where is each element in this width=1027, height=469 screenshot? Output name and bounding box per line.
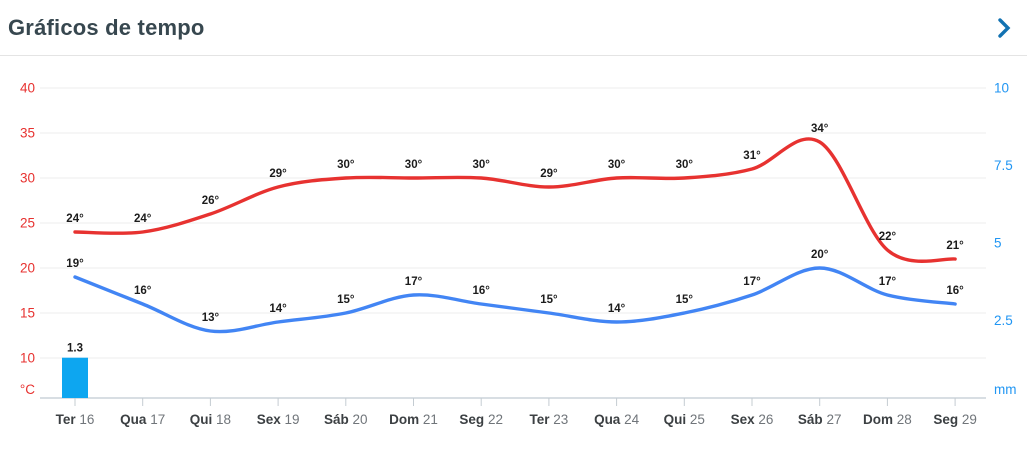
point-value-label: 26° xyxy=(202,195,220,207)
point-value-label: 15° xyxy=(337,294,355,306)
temp-axis-tick-label: 20 xyxy=(20,261,35,276)
point-value-label: 34° xyxy=(811,123,829,135)
day-label: Qua 24 xyxy=(594,412,640,427)
temp-axis-tick-label: 25 xyxy=(20,216,35,231)
precip-axis-unit: mm xyxy=(994,382,1017,397)
point-value-label: 15° xyxy=(540,294,558,306)
day-label: Dom 28 xyxy=(863,412,912,427)
day-label: Sex 19 xyxy=(257,412,300,427)
widget-header: Gráficos de tempo xyxy=(0,0,1027,56)
precip-axis-tick-label: 7.5 xyxy=(994,158,1013,173)
day-label: Ter 23 xyxy=(530,412,569,427)
point-value-label: 31° xyxy=(743,150,761,162)
point-value-label: 29° xyxy=(269,168,287,180)
day-label: Seg 22 xyxy=(459,412,503,427)
point-value-label: 15° xyxy=(676,294,694,306)
point-value-label: 22° xyxy=(879,231,897,243)
day-label: Sáb 27 xyxy=(798,412,842,427)
precip-axis-tick-label: 5 xyxy=(994,236,1002,251)
point-value-label: 21° xyxy=(946,240,964,252)
temp-axis-tick-label: 30 xyxy=(20,171,35,186)
temperatura-maxima-line xyxy=(73,137,957,263)
point-value-label: 14° xyxy=(269,303,287,315)
point-value-label: 16° xyxy=(473,285,491,297)
bar-value-label: 1.3 xyxy=(67,343,83,355)
point-value-label: 16° xyxy=(134,285,152,297)
point-value-label: 30° xyxy=(676,159,694,171)
temp-axis-unit: °C xyxy=(20,382,35,397)
temp-axis-tick-label: 10 xyxy=(20,351,35,366)
day-label: Sex 26 xyxy=(731,412,774,427)
point-value-label: 30° xyxy=(337,159,355,171)
day-label: Seg 29 xyxy=(933,412,977,427)
day-label: Ter 16 xyxy=(56,412,95,427)
chevron-right-icon xyxy=(998,17,1011,38)
point-value-label: 30° xyxy=(473,159,491,171)
expand-charts-button[interactable] xyxy=(995,16,1013,40)
precip-axis-tick-label: 2.5 xyxy=(994,313,1013,328)
day-label: Qui 25 xyxy=(664,412,705,427)
precip-axis-tick-label: 10 xyxy=(994,81,1009,96)
precipitation-bar xyxy=(62,357,88,398)
point-value-label: 16° xyxy=(946,285,964,297)
point-value-label: 30° xyxy=(405,159,423,171)
point-value-label: 17° xyxy=(879,276,897,288)
point-value-label: 24° xyxy=(66,213,84,225)
page-title: Gráficos de tempo xyxy=(8,14,205,40)
point-value-label: 30° xyxy=(608,159,626,171)
weather-chart: 40 35 30 25 20 15 10 °C 10 7.5 5 2.5 mm Ter 16 Qua 17 Q… xyxy=(0,56,1027,469)
point-value-label: 13° xyxy=(202,312,220,324)
temp-axis-tick-label: 40 xyxy=(20,81,35,96)
point-value-label: 20° xyxy=(811,249,829,261)
point-value-label: 17° xyxy=(743,276,761,288)
day-label: Dom 21 xyxy=(389,412,438,427)
point-value-label: 17° xyxy=(405,276,423,288)
temp-axis-tick-label: 15 xyxy=(20,306,35,321)
temperatura-minima-line xyxy=(73,266,957,334)
day-label: Sáb 20 xyxy=(324,412,368,427)
point-value-label: 24° xyxy=(134,213,152,225)
day-label: Qui 18 xyxy=(190,412,231,427)
point-value-label: 19° xyxy=(66,258,84,270)
point-value-label: 14° xyxy=(608,303,626,315)
temp-axis-tick-label: 35 xyxy=(20,126,35,141)
chart-canvas: 40 35 30 25 20 15 10 °C 10 7.5 5 2.5 mm Ter 16 Qua 17 Q… xyxy=(20,81,1017,428)
day-label: Qua 17 xyxy=(120,412,165,427)
point-value-label: 29° xyxy=(540,168,558,180)
